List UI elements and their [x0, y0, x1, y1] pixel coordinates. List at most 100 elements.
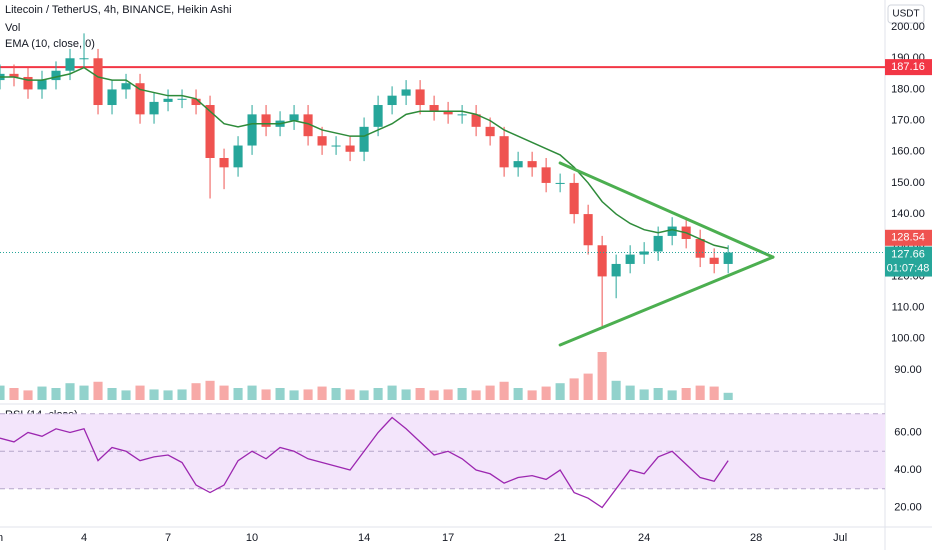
candle-body — [443, 111, 453, 115]
volume-bar — [471, 390, 481, 400]
candle-body — [359, 126, 369, 152]
candle-body — [527, 161, 537, 168]
candle-body — [37, 80, 47, 90]
y-tick-label: 110.00 — [892, 301, 925, 313]
volume-bar — [261, 389, 271, 400]
volume-bar — [177, 389, 187, 400]
candle-body — [583, 214, 593, 246]
volume-bar — [359, 390, 369, 400]
candle-body — [233, 145, 243, 168]
x-tick-label: 24 — [638, 532, 650, 544]
y-tick-label: 170.00 — [891, 115, 925, 127]
volume-bar — [457, 388, 467, 400]
volume-bar — [9, 388, 19, 400]
y-tick-label: 140.00 — [891, 208, 925, 220]
y-tick-label: 160.00 — [891, 146, 925, 158]
volume-bar — [289, 390, 299, 400]
candle-body — [639, 251, 649, 255]
volume-bar — [583, 373, 593, 400]
volume-bar — [345, 389, 355, 400]
x-tick-label: 28 — [750, 532, 762, 544]
candle-body — [149, 101, 159, 115]
y-tick-label: 190.00 — [891, 52, 925, 64]
volume-bar — [401, 389, 411, 400]
candle-body — [289, 114, 299, 121]
volume-bar — [275, 388, 285, 400]
candle-body — [303, 114, 313, 137]
chart-title: Litecoin / TetherUS, 4h, BINANCE, Heikin… — [5, 4, 232, 16]
volume-bar — [499, 381, 509, 400]
level-label: 187.16 — [891, 61, 925, 73]
volume-bar — [163, 390, 173, 400]
candle-body — [107, 89, 117, 106]
candle-body — [345, 145, 355, 152]
price-tag — [885, 229, 932, 246]
trendline — [558, 255, 775, 347]
volume-bar — [219, 385, 229, 400]
candle-body — [709, 257, 719, 264]
volume-bar — [107, 388, 117, 400]
x-tick-label: Jul — [833, 532, 847, 544]
currency-button[interactable] — [887, 4, 925, 24]
x-tick-label: 7 — [165, 532, 171, 544]
x-tick-label: 21 — [554, 532, 566, 544]
candle-body — [331, 145, 341, 147]
volume-bar — [429, 390, 439, 400]
trendline — [558, 161, 775, 259]
volume-bar — [93, 381, 103, 400]
candle-body — [163, 98, 173, 102]
volume-bar — [709, 386, 719, 400]
x-tick-label: 14 — [358, 532, 370, 544]
volume-bar — [191, 383, 201, 400]
candle-body — [177, 98, 187, 100]
volume-bar — [555, 383, 565, 400]
candle-body — [457, 114, 467, 116]
candle-body — [471, 114, 481, 127]
ema-line — [0, 66, 729, 250]
volume-bar — [37, 386, 47, 400]
volume-bar — [541, 386, 551, 400]
price-tag-label: 128.54 — [891, 232, 925, 244]
rsi-tick-label: 20.00 — [894, 501, 922, 513]
volume-bar — [625, 385, 635, 400]
volume-bar — [247, 385, 257, 400]
y-tick-label: 90.00 — [894, 364, 922, 376]
volume-bar — [0, 385, 5, 400]
candle-body — [723, 252, 733, 264]
candle-body — [555, 182, 565, 184]
candle-body — [569, 182, 579, 215]
currency-label[interactable]: USDT — [892, 9, 919, 20]
countdown: 01:07:48 — [887, 262, 930, 274]
volume-bar — [681, 388, 691, 400]
candle-body — [401, 89, 411, 96]
volume-bar — [373, 388, 383, 400]
candle-body — [135, 83, 145, 115]
y-tick-label: 150.00 — [891, 177, 925, 189]
volume-bar — [653, 388, 663, 400]
volume-bar — [149, 389, 159, 400]
candle-body — [247, 114, 257, 146]
rsi-line — [0, 416, 729, 509]
volume-bar — [65, 383, 75, 400]
candle-body — [653, 235, 663, 252]
x-tick-label: 10 — [246, 532, 258, 544]
volume-bar — [695, 385, 705, 400]
candle-body — [65, 58, 75, 71]
y-tick-label: 100.00 — [891, 333, 925, 345]
volume-bar — [527, 390, 537, 400]
candle-body — [695, 239, 705, 258]
volume-bar — [667, 390, 677, 400]
candle-body — [79, 58, 89, 60]
volume-bar — [443, 389, 453, 400]
volume-bar — [569, 378, 579, 400]
candle-body — [261, 114, 271, 127]
y-tick-label: 200.00 — [891, 21, 925, 33]
candle-body — [429, 105, 439, 112]
y-tick-label: 180.00 — [891, 83, 925, 95]
rsi-tick-label: 40.00 — [894, 464, 922, 476]
rsi-tick-label: 60.00 — [894, 426, 922, 438]
candle-body — [93, 58, 103, 106]
price-tag — [885, 246, 932, 277]
candle-body — [373, 105, 383, 127]
